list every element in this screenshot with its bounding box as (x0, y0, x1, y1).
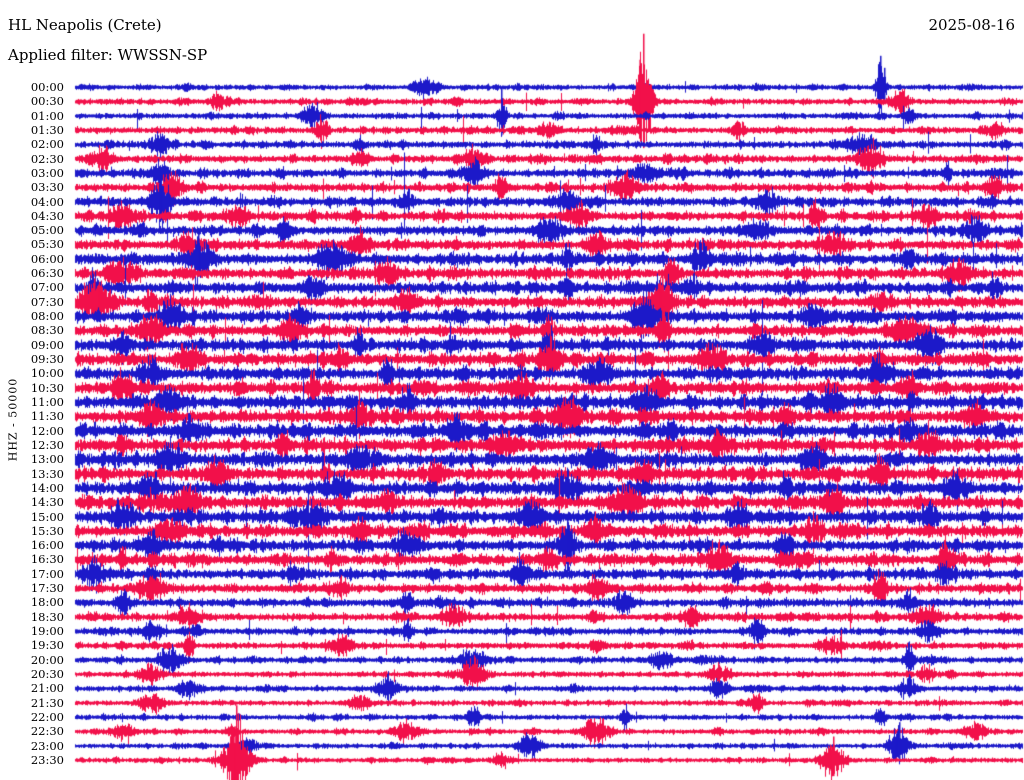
time-label: 00:30 (30, 94, 64, 109)
time-label: 05:30 (30, 237, 64, 252)
time-label: 11:00 (30, 394, 64, 409)
time-label: 21:00 (30, 681, 64, 696)
time-label: 02:00 (30, 137, 64, 152)
time-label: 09:30 (30, 352, 64, 367)
time-label: 11:30 (30, 409, 64, 424)
time-label: 08:00 (30, 309, 64, 324)
time-label: 19:30 (30, 638, 64, 653)
time-label: 02:30 (30, 151, 64, 166)
time-label: 22:00 (30, 709, 64, 724)
time-label: 21:30 (30, 695, 64, 710)
time-label: 03:30 (30, 180, 64, 195)
time-label: 16:00 (30, 538, 64, 553)
time-label: 10:00 (30, 366, 64, 381)
time-label: 22:30 (30, 724, 64, 739)
time-label: 00:00 (30, 80, 64, 94)
time-label: 17:00 (30, 566, 64, 581)
time-label: 20:30 (30, 666, 64, 681)
time-label: 10:30 (30, 380, 64, 395)
filter-label: Applied filter: WWSSN-SP (8, 46, 208, 64)
date-label: 2025-08-16 (928, 16, 1015, 34)
time-label: 15:00 (30, 509, 64, 524)
time-label: 09:00 (30, 337, 64, 352)
time-label: 04:30 (30, 208, 64, 223)
time-label: 12:00 (30, 423, 64, 438)
time-label: 01:30 (30, 122, 64, 137)
station-title: HL Neapolis (Crete) (8, 16, 162, 34)
time-label: 06:30 (30, 266, 64, 281)
time-label: 13:00 (30, 452, 64, 467)
time-label: 19:00 (30, 624, 64, 639)
time-label: 04:00 (30, 194, 64, 209)
time-label: 13:30 (30, 466, 64, 481)
time-label: 03:00 (30, 165, 64, 180)
time-label: 18:30 (30, 609, 64, 624)
time-label: 14:30 (30, 495, 64, 510)
time-label: 18:00 (30, 595, 64, 610)
time-label: 06:00 (30, 251, 64, 266)
time-label: 16:30 (30, 552, 64, 567)
time-label: 07:00 (30, 280, 64, 295)
time-label: 12:30 (30, 437, 64, 452)
time-label: 15:30 (30, 523, 64, 538)
time-label: 23:00 (30, 738, 64, 753)
time-label: 20:00 (30, 652, 64, 667)
time-label: 05:00 (30, 223, 64, 238)
time-label: 07:30 (30, 294, 64, 309)
time-label: 14:00 (30, 480, 64, 495)
time-label: 01:00 (30, 108, 64, 123)
time-label: 08:30 (30, 323, 64, 338)
time-label: 17:30 (30, 581, 64, 596)
time-label: 23:30 (30, 752, 64, 767)
